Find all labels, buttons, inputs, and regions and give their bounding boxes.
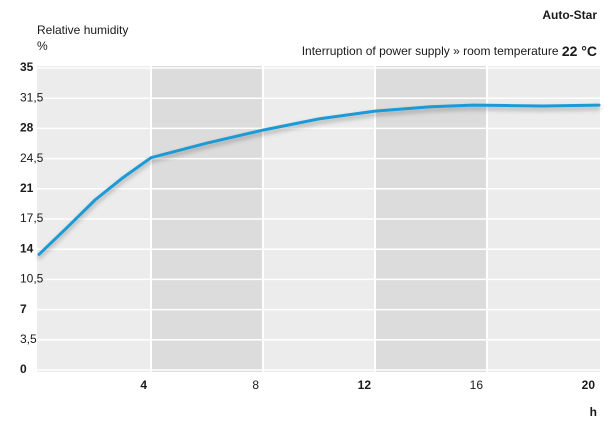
x-tick-label: 8 — [252, 378, 259, 392]
x-tick-label: 16 — [470, 378, 484, 392]
lines — [37, 103, 601, 256]
x-axis-label: h — [590, 405, 597, 419]
subtitle: Interruption of power supply » room temp… — [302, 43, 597, 59]
y-tick-label: 21 — [20, 181, 34, 195]
y-tick-label: 10,5 — [20, 272, 44, 286]
y-tick-label: 0 — [20, 362, 27, 376]
y-tick-label: 3,5 — [20, 332, 37, 346]
labels: Relative humidity % Auto-Star Interrupti… — [20, 8, 597, 419]
chart-title: Auto-Star — [542, 8, 597, 22]
y-tick-label: 28 — [20, 121, 34, 135]
data-line — [37, 103, 601, 256]
y-tick-label: 17,5 — [20, 211, 44, 225]
x-tick-label: 20 — [582, 378, 596, 392]
x-tick-label: 12 — [358, 378, 372, 392]
y-tick-label: 7 — [20, 302, 27, 316]
y-tick-label: 35 — [20, 60, 34, 74]
y-tick-label: 24,5 — [20, 151, 44, 165]
y-tick-label: 31,5 — [20, 90, 44, 104]
subtitle-emphasis: 22 °C — [562, 43, 597, 59]
y-axis-unit: % — [37, 39, 48, 53]
x-tick-label: 4 — [140, 378, 147, 392]
y-axis-label: Relative humidity — [37, 23, 128, 37]
subtitle-text: Interruption of power supply » room temp… — [302, 44, 562, 58]
y-tick-label: 14 — [20, 241, 34, 255]
grid — [37, 66, 600, 372]
